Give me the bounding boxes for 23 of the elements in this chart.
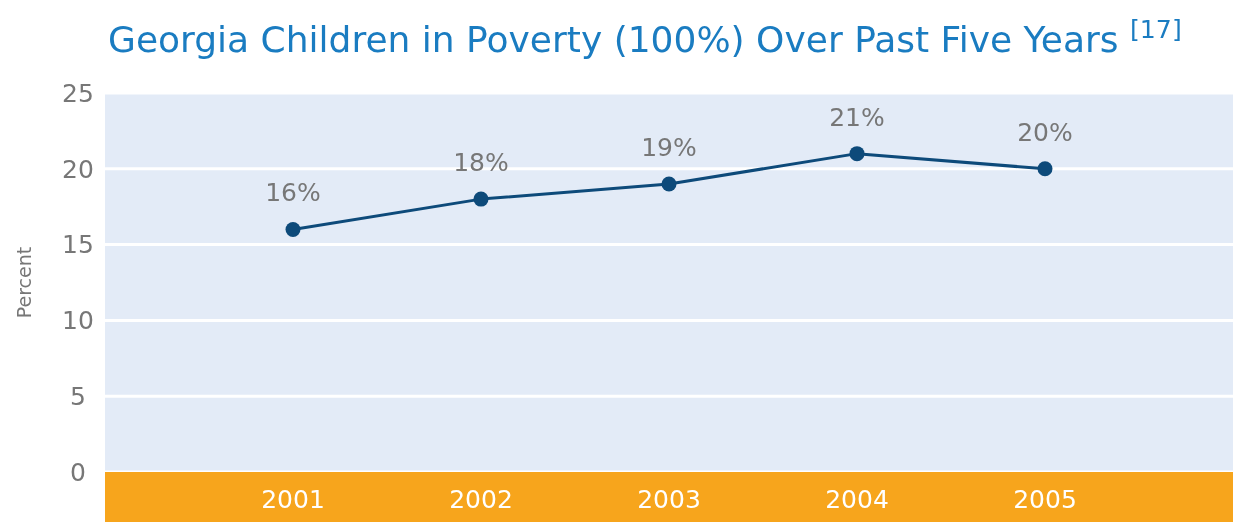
y-axis-title: Percent — [13, 246, 35, 319]
data-label: 21% — [829, 102, 885, 132]
data-label: 18% — [453, 148, 509, 178]
data-label: 19% — [641, 132, 697, 162]
x-tick-label: 2001 — [261, 484, 325, 514]
data-label: 20% — [1017, 117, 1073, 147]
point — [473, 191, 489, 207]
x-tick-label: 2004 — [825, 484, 889, 514]
x-tick-label: 2003 — [637, 484, 701, 514]
y-tick-label: 10 — [62, 306, 94, 336]
point — [661, 176, 677, 192]
point — [1037, 161, 1053, 177]
x-tick-label: 2005 — [1013, 484, 1077, 514]
data-label: 16% — [265, 178, 321, 208]
y-tick-label: 15 — [62, 230, 94, 260]
chart-title: Georgia Children in Poverty (100%) Over Past Five Years $^{[17]}$ — [108, 14, 1182, 60]
y-tick-label: 0 — [70, 457, 86, 487]
y-tick-label: 25 — [62, 78, 94, 108]
y-tick-label: 20 — [62, 154, 94, 184]
point — [849, 146, 865, 162]
x-tick-label: 2002 — [449, 484, 513, 514]
point — [285, 221, 301, 237]
y-tick-label: 5 — [70, 381, 86, 411]
